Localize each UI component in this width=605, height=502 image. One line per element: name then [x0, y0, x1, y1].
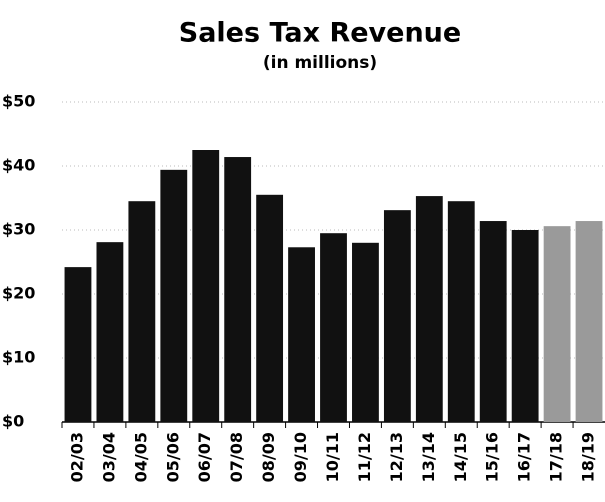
x-tick-label: 11/12 — [355, 432, 374, 482]
x-tick-label: 13/14 — [419, 432, 438, 482]
y-tick-label: $40 — [2, 156, 35, 175]
x-tick-label: 18/19 — [579, 432, 598, 482]
bar — [192, 150, 220, 422]
chart-subtitle: (in millions) — [263, 53, 377, 73]
x-tick-label: 04/05 — [131, 432, 150, 482]
bar — [511, 230, 539, 422]
bar — [256, 194, 284, 422]
x-tick-label: 10/11 — [323, 432, 342, 482]
x-tick-label: 17/18 — [547, 432, 566, 482]
x-tick-label: 14/15 — [451, 432, 470, 482]
bar — [479, 221, 507, 422]
bar — [320, 233, 347, 422]
y-tick-label: $20 — [2, 284, 35, 303]
x-tick-label: 15/16 — [483, 432, 502, 482]
y-tick-label: $30 — [2, 220, 35, 239]
y-tick-label: $50 — [2, 92, 35, 111]
bar — [415, 196, 443, 422]
bar — [64, 267, 92, 422]
bar — [96, 242, 124, 422]
bar — [447, 201, 475, 422]
x-tick-label: 02/03 — [67, 432, 86, 482]
bar — [160, 169, 188, 422]
y-tick-label: $0 — [2, 412, 24, 431]
x-tick-label: 16/17 — [515, 432, 534, 482]
x-tick-label: 05/06 — [163, 432, 182, 482]
bar — [352, 242, 379, 422]
bar — [543, 226, 571, 422]
chart-title: Sales Tax Revenue — [179, 18, 461, 49]
x-tick-label: 07/08 — [227, 432, 246, 482]
bar — [128, 201, 156, 422]
x-tick-label: 12/13 — [387, 432, 406, 482]
bar — [575, 221, 603, 422]
x-tick-label: 06/07 — [195, 432, 214, 482]
bar — [224, 157, 252, 423]
x-tick-label: 03/04 — [99, 432, 118, 482]
x-tick-label: 08/09 — [259, 432, 278, 482]
bar — [383, 210, 411, 422]
bar — [288, 247, 315, 422]
y-tick-label: $10 — [2, 348, 35, 367]
x-tick-label: 09/10 — [291, 432, 310, 482]
